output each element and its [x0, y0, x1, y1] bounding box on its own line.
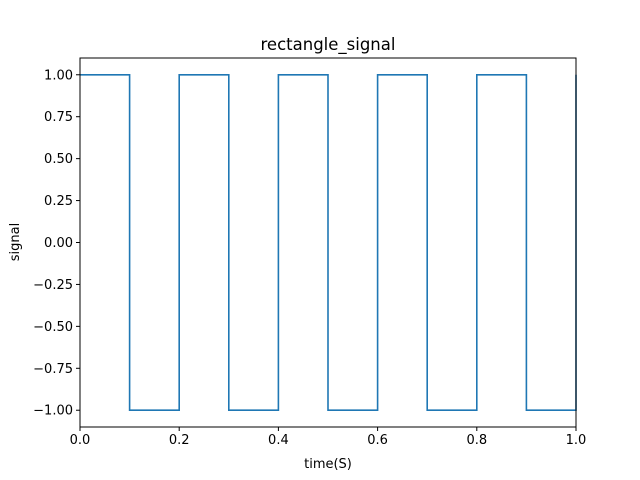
x-tick-label: 0.4 — [268, 433, 289, 448]
y-tick-label: −0.75 — [33, 362, 73, 377]
x-axis-label: time(S) — [304, 457, 352, 472]
axes-frame — [79, 57, 577, 428]
y-tick-label: 0.75 — [44, 110, 73, 125]
y-axis-label: signal — [8, 223, 23, 261]
x-axis-ticks: 0.0 0.2 0.4 0.6 0.8 1.0 — [70, 427, 587, 448]
y-tick-label: 0.25 — [44, 194, 73, 209]
y-tick-label: −0.25 — [33, 278, 73, 293]
x-tick-label: 1.0 — [566, 433, 587, 448]
chart-title: rectangle_signal — [261, 35, 396, 55]
y-tick-label: 0.50 — [44, 152, 73, 167]
x-tick-label: 0.8 — [466, 433, 487, 448]
y-tick-label: −0.50 — [33, 320, 73, 335]
y-tick-label: −1.00 — [33, 404, 73, 419]
x-tick-label: 0.0 — [70, 433, 91, 448]
y-axis-ticks: 1.00 0.75 0.50 0.25 0.00 −0.25 −0.50 −0.75 −1.00 — [33, 68, 80, 419]
y-tick-label: 0.00 — [44, 236, 73, 251]
y-tick-label: 1.00 — [44, 68, 73, 83]
x-tick-label: 0.6 — [367, 433, 388, 448]
series-line-0 — [80, 73, 577, 412]
x-tick-label: 0.2 — [169, 433, 190, 448]
plot-area — [80, 73, 577, 412]
